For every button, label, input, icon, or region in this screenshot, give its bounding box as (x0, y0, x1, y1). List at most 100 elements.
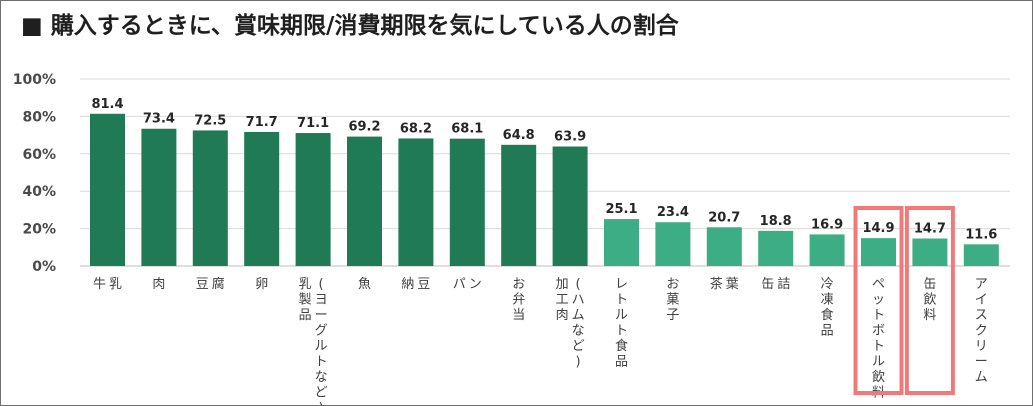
x-tick-char: ル (872, 355, 885, 370)
y-tick-label: 60% (22, 147, 56, 163)
x-tick-char: 腐 (212, 277, 225, 292)
bar (552, 146, 588, 266)
bar (295, 133, 331, 266)
bar (347, 136, 382, 266)
data-label: 63.9 (554, 130, 586, 145)
y-tick-label: 0% (32, 259, 56, 275)
x-tick-char: ム (975, 370, 988, 385)
x-tick-char: ト (872, 308, 885, 323)
x-tick-char: お (512, 277, 525, 292)
x-tick-char: 乳 (109, 277, 122, 292)
x-tick-char: 魚 (358, 277, 371, 292)
x-tick-char: ル (615, 308, 628, 323)
x-tick-label: パ (453, 277, 466, 292)
data-label: 14.9 (862, 221, 894, 236)
x-tick-char: リ (975, 339, 988, 354)
x-tick-char: ト (872, 339, 885, 354)
data-label: 68.2 (400, 121, 432, 136)
data-label: 81.4 (91, 97, 123, 112)
x-tick-char: ハ (572, 293, 585, 308)
bar (706, 227, 742, 266)
bar (912, 238, 948, 266)
x-tick-label: ペットボトル飲料 (872, 277, 885, 401)
x-tick-char: 子 (666, 308, 679, 323)
x-tick-char: 豆 (196, 277, 209, 292)
x-tick-char: ( (319, 277, 324, 292)
bar (192, 130, 228, 266)
x-tick-char: 豆 (417, 277, 430, 292)
x-tick-label: 詰 (777, 276, 790, 292)
x-tick-char: ク (975, 324, 988, 339)
x-tick-char: ス (975, 308, 988, 323)
x-tick-char: ム (572, 308, 585, 323)
x-tick-char: 葉 (726, 277, 739, 292)
x-tick-label: 茶 (710, 276, 723, 292)
data-label: 11.6 (965, 227, 997, 242)
data-label: 71.1 (297, 116, 329, 131)
x-tick-char: 冷 (821, 277, 834, 292)
x-tick-label: (ヨーグルトなど) (315, 277, 328, 406)
x-tick-char: パ (453, 277, 466, 292)
x-tick-char: 工 (556, 293, 569, 308)
bar (809, 234, 845, 266)
x-tick-char: ト (615, 293, 628, 308)
data-label: 18.8 (760, 214, 792, 229)
x-tick-char: 飲 (923, 292, 936, 308)
x-tick-char: 品 (821, 324, 834, 339)
x-tick-label: (ハムなど) (572, 277, 585, 370)
x-tick-label: 魚 (358, 277, 371, 292)
x-tick-label: 加工肉 (556, 277, 569, 323)
x-tick-char: ト (615, 324, 628, 339)
x-tick-char: グ (315, 324, 328, 339)
x-tick-char: お (666, 277, 679, 292)
x-tick-label: 腐 (212, 277, 225, 292)
x-tick-char: 料 (923, 308, 936, 323)
x-tick-label: 葉 (726, 277, 739, 292)
x-tick-char: ー (315, 308, 328, 323)
bar (604, 219, 639, 266)
x-tick-char: ル (315, 339, 328, 354)
x-tick-label: 豆 (417, 277, 430, 292)
x-tick-char: ど (572, 339, 585, 354)
x-tick-char: ボ (872, 324, 885, 339)
bar (141, 128, 177, 266)
data-label: 14.7 (914, 222, 946, 237)
chart-title: ■ 購入するときに、賞味期限/消費期限を気にしている人の割合 (21, 13, 679, 39)
x-tick-char: 茶 (710, 276, 723, 292)
bar (655, 222, 691, 266)
x-tick-char: 当 (512, 308, 525, 323)
x-tick-label: お菓子 (666, 277, 679, 323)
x-tick-char: ッ (872, 293, 885, 308)
x-tick-char: ヨ (315, 293, 328, 308)
x-tick-label: 牛 (93, 277, 106, 292)
x-tick-char: ー (975, 355, 988, 370)
x-tick-char: レ (615, 277, 628, 292)
x-tick-char: 食 (615, 338, 628, 354)
x-tick-label: 卵 (255, 277, 268, 292)
data-label: 16.9 (811, 217, 843, 232)
x-tick-char: 卵 (255, 277, 268, 292)
x-tick-char: ア (975, 277, 988, 292)
x-tick-char: ト (315, 355, 328, 370)
x-tick-label: アイスクリーム (975, 277, 988, 385)
x-tick-char: ) (319, 401, 324, 406)
x-tick-char: ン (469, 277, 482, 292)
x-tick-char: 菓 (666, 293, 679, 308)
x-tick-char: ペ (872, 277, 885, 292)
data-label: 68.1 (451, 122, 483, 137)
x-tick-label: 乳 (109, 277, 122, 292)
data-label: 64.8 (503, 128, 535, 143)
x-tick-char: 缶 (923, 277, 936, 292)
x-tick-char: イ (975, 293, 988, 308)
y-tick-label: 80% (22, 109, 56, 125)
y-tick-label: 20% (22, 222, 56, 238)
y-tick-label: 40% (22, 184, 56, 200)
x-tick-char: 肉 (556, 308, 569, 323)
x-tick-char: 詰 (777, 276, 790, 292)
x-tick-char: 乳 (299, 277, 312, 292)
data-label: 20.7 (708, 210, 740, 225)
x-tick-label: 缶 (761, 277, 774, 292)
x-tick-char: な (572, 324, 585, 339)
data-label: 71.7 (246, 115, 278, 130)
